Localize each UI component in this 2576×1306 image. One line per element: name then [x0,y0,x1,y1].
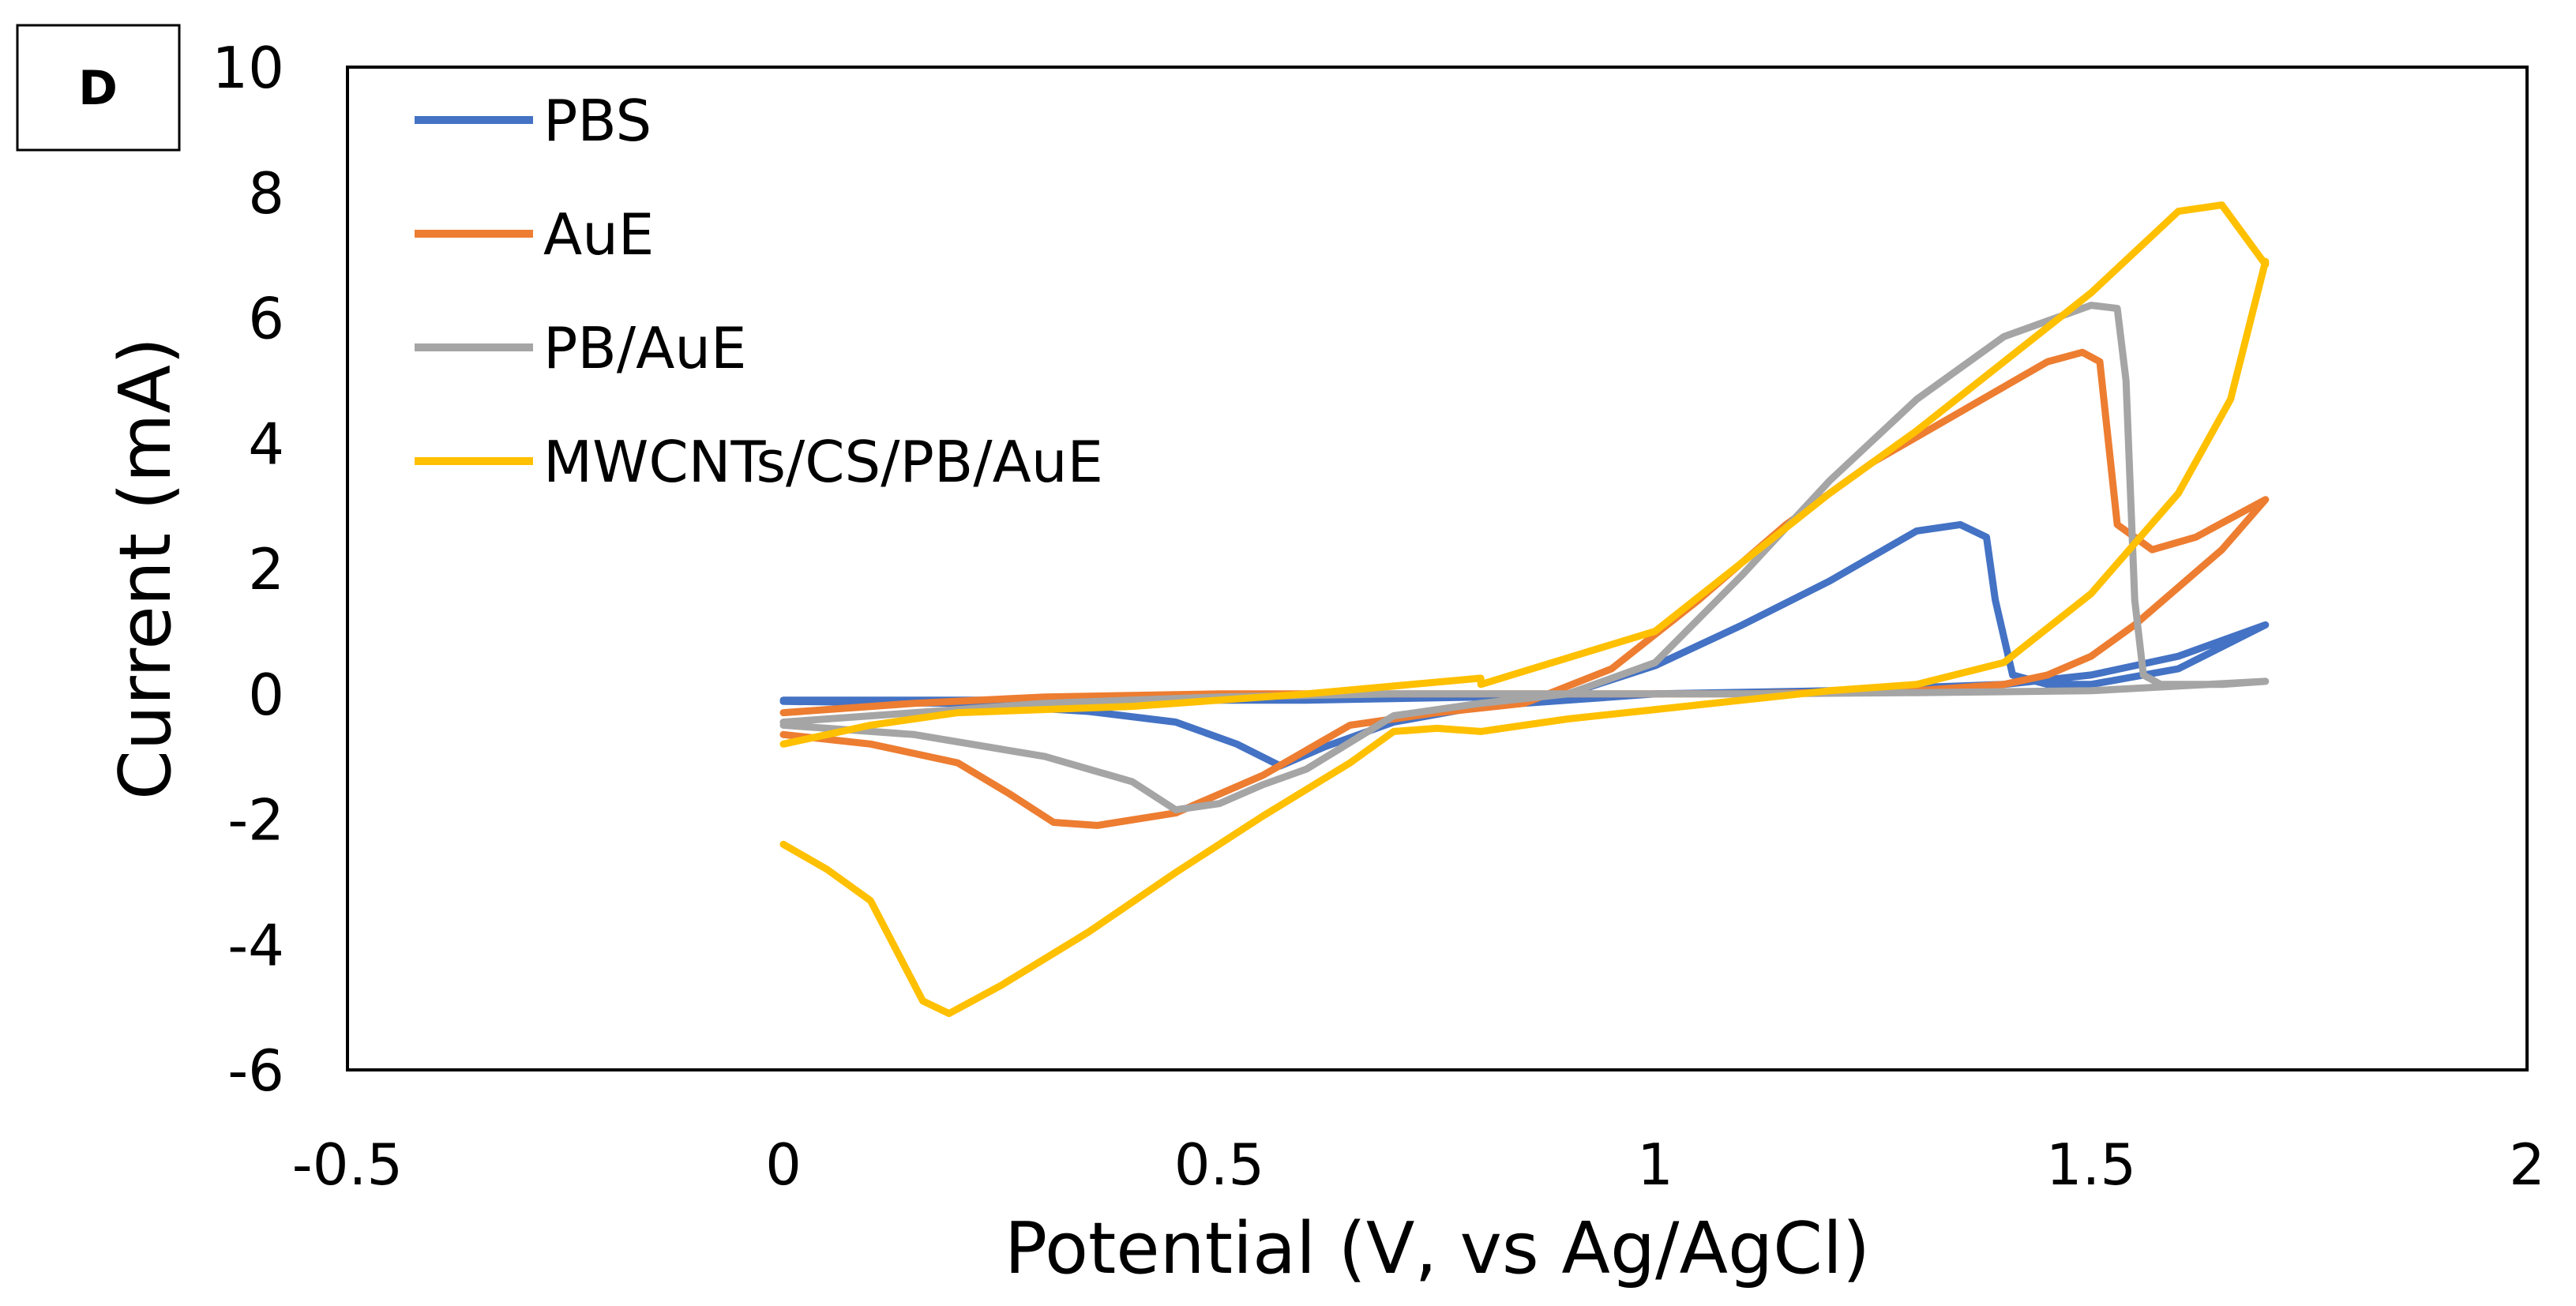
panel-label: D [78,61,118,116]
x-tick-label: 0 [765,1131,802,1198]
plot-area [346,66,2529,1071]
series-layer [779,201,2270,1018]
y-tick-label: 2 [248,536,284,602]
x-tick-label: 0.5 [1174,1131,1265,1198]
x-tick-label: 1.5 [2046,1131,2137,1198]
y-tick-label: -2 [227,787,284,854]
legend-label-mwcnts-cs-pb-aue: MWCNTs/CS/PB/AuE [543,429,1103,495]
series-line-pb-aue [779,302,2270,814]
legend-label-pbs: PBS [543,88,652,154]
x-tick-label: -0.5 [292,1131,403,1198]
x-tick-label: 1 [1637,1131,1673,1198]
x-tick-labels: -0.5 0 0.5 1 1.5 2 [292,1131,2545,1198]
y-tick-label: 4 [248,411,284,477]
panel-label-box [16,24,181,152]
y-tick-label: 0 [248,662,284,728]
legend-label-aue: AuE [543,201,654,268]
y-tick-label: 8 [248,160,284,227]
legend-label-pb-aue: PB/AuE [543,315,746,381]
y-tick-label: 6 [248,286,284,352]
series-line-mwcnts-cs-pb-aue [779,201,2270,1018]
x-axis-title: Potential (V, vs Ag/AgCl) [1004,1207,1870,1290]
y-tick-labels: -6 -4 -2 0 2 4 6 8 10 [212,35,284,1104]
y-tick-label: -6 [227,1038,284,1104]
y-axis-title: Current (mA) [104,337,187,800]
y-tick-label: -4 [227,912,284,978]
x-tick-label: 2 [2509,1131,2545,1198]
y-tick-label: 10 [212,35,284,101]
legend: PBS AuE PB/AuE MWCNTs/CS/PB/AuE [415,88,1103,495]
